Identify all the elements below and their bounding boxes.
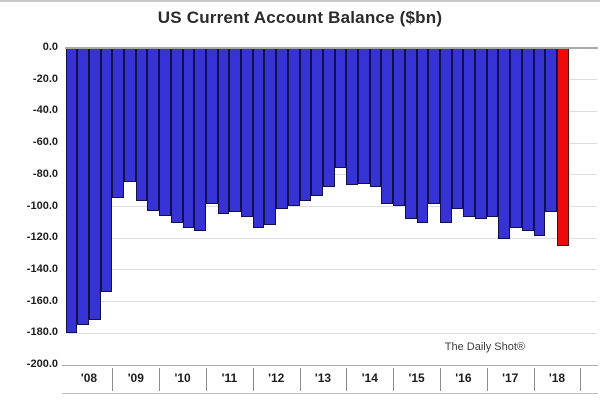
- bar: [498, 47, 511, 240]
- y-tick-label: -140.0: [26, 262, 58, 275]
- bar: [463, 47, 476, 218]
- year-label: '16: [455, 371, 472, 385]
- bar: [533, 47, 546, 237]
- y-tick-label: -100.0: [26, 199, 58, 212]
- year-separator-tick: [346, 368, 348, 391]
- year-label: '18: [548, 371, 566, 385]
- year-separator-tick: [206, 368, 207, 391]
- y-tick-label: -40.0: [32, 104, 58, 117]
- bar: [381, 47, 394, 205]
- bar: [510, 47, 522, 229]
- bar: [346, 47, 359, 186]
- gridline: [65, 237, 597, 239]
- bar: [486, 47, 499, 218]
- bar: [182, 47, 195, 229]
- year-label: '14: [361, 371, 378, 385]
- x-axis-bottom-line: [62, 392, 598, 394]
- year-separator-tick: [580, 368, 582, 391]
- y-tick-label: -60.0: [32, 136, 58, 149]
- year-separator-tick: [393, 368, 395, 391]
- year-label: '08: [80, 371, 98, 385]
- bar: [100, 47, 113, 292]
- year-separator-tick: [299, 368, 301, 391]
- bar: [521, 47, 534, 232]
- year-label: '10: [174, 371, 191, 385]
- gridline: [65, 301, 597, 303]
- bar: [159, 47, 171, 216]
- year-separator-tick: [159, 368, 161, 391]
- y-tick-label: -200.0: [26, 358, 58, 370]
- bar: [369, 47, 382, 187]
- bar: [147, 47, 160, 211]
- gridline: [65, 206, 597, 207]
- year-separator-tick: [486, 368, 488, 391]
- year-separator-tick: [112, 368, 114, 391]
- y-tick-label: -180.0: [26, 326, 58, 339]
- watermark-text: The Daily Shot®: [444, 341, 525, 353]
- year-label: '15: [408, 371, 425, 385]
- bar: [264, 47, 277, 226]
- bar: [404, 47, 417, 219]
- gridline: [65, 269, 597, 271]
- bar: [229, 47, 242, 213]
- year-label: '11: [221, 371, 238, 385]
- zero-axis-line: [65, 46, 598, 49]
- bar: [299, 47, 312, 202]
- bar: [241, 47, 253, 218]
- bar: [194, 47, 206, 232]
- y-tick-label: 0.0: [42, 41, 58, 53]
- bar: [334, 47, 347, 168]
- year-label: '12: [268, 371, 285, 385]
- year-label: '09: [127, 371, 144, 385]
- bar: [428, 47, 440, 205]
- bar: [416, 47, 429, 224]
- bar: [287, 47, 300, 206]
- bar: [170, 47, 183, 224]
- y-tick-label: -160.0: [26, 294, 58, 307]
- bar: [475, 47, 487, 219]
- gridline: [65, 332, 597, 334]
- bar: [311, 47, 323, 197]
- chart-title: US Current Account Balance ($bn): [157, 8, 443, 27]
- year-label: '13: [314, 371, 332, 385]
- bar: [358, 47, 370, 184]
- year-label: '17: [502, 371, 519, 385]
- bar: [439, 47, 452, 224]
- bar: [124, 47, 136, 183]
- bar: [112, 47, 125, 199]
- bar: [65, 47, 78, 333]
- year-separator-tick: [440, 368, 441, 391]
- bar: [205, 47, 218, 205]
- bar: [252, 47, 265, 229]
- x-axis-line: [62, 364, 598, 366]
- bar: [393, 47, 405, 206]
- bar: [451, 47, 464, 210]
- bar: [545, 47, 557, 213]
- bar: [217, 47, 230, 214]
- y-tick-label: -20.0: [32, 72, 58, 85]
- bar: [77, 47, 89, 325]
- year-separator-tick: [252, 368, 254, 391]
- bar-highlighted-latest: [556, 47, 569, 246]
- bar: [135, 47, 148, 202]
- y-tick-label: -120.0: [26, 231, 58, 244]
- plot-area: [65, 47, 597, 365]
- y-tick-label: -80.0: [32, 167, 58, 180]
- bar: [322, 47, 335, 187]
- bar: [88, 47, 101, 321]
- year-separator-tick: [533, 368, 535, 391]
- bar: [276, 47, 288, 210]
